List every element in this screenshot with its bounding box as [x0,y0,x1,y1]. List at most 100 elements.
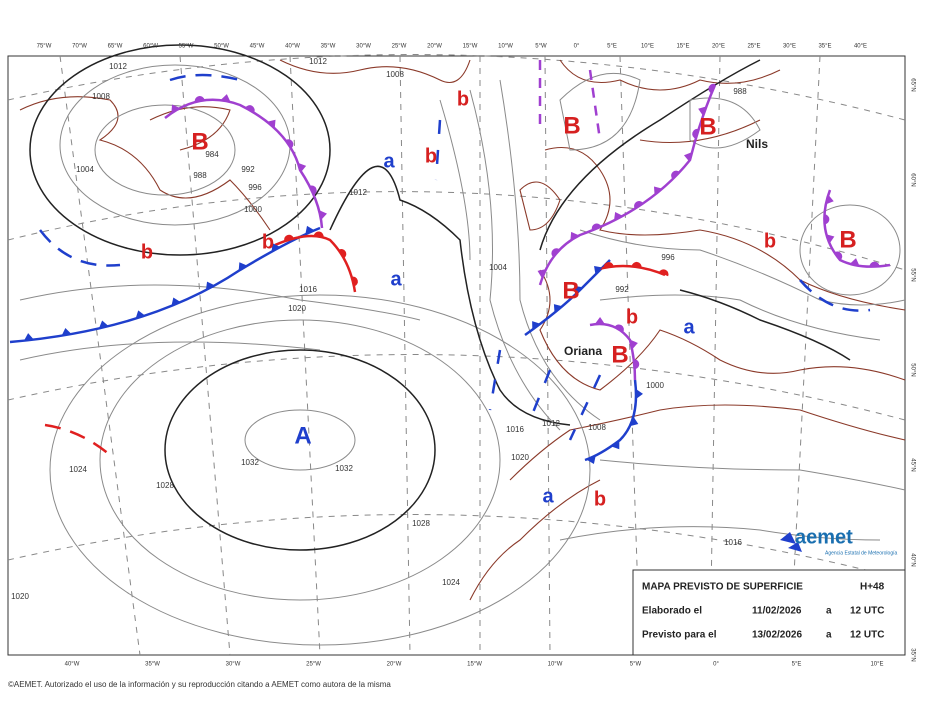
lon-label: 20°W [427,44,442,50]
lon-label: 5°W [535,44,547,50]
isobar-label: 1028 [412,519,430,528]
info-box: MAPA PREVISTO DE SUPERFICIE H+48 Elabora… [632,569,906,656]
front-symbol [23,333,34,341]
labels: 75°W 70°W 65°W 60°W 55°W 50°W 45°W 40°W 35°W 30°W… [11,44,915,668]
lon-label: 5°E [607,44,617,50]
fronts [9,60,891,465]
lon-label: 35°E [818,44,831,50]
front-symbol [171,297,181,306]
isobar-label: 1020 [288,304,306,313]
isobar-label: 1004 [489,263,507,272]
lon-label: 60°W [143,44,158,50]
lon-label: 50°W [214,44,229,50]
copyright: ©AEMET. Autorizado el uso de la informac… [8,680,391,689]
pressure-center: a [390,268,402,290]
front-symbol [285,139,294,149]
front-symbol [553,304,563,313]
front-symbol [537,269,546,279]
lon-label: 15°W [463,44,478,50]
lon-label: 25°W [392,44,407,50]
isobar-label: 1020 [511,453,529,462]
front-symbol [171,104,180,114]
pressure-center: b [457,88,469,110]
isobar-label: 1016 [724,538,742,547]
isobar-label: 1008 [92,92,110,101]
isobar-label: 984 [205,150,219,159]
meridians-parallels [7,54,906,656]
front-symbol [708,83,716,94]
front-symbol [313,231,324,238]
front-symbol [869,261,880,267]
front-symbol [633,359,640,370]
info-box-frame [632,569,906,656]
info-title: MAPA PREVISTO DE SUPERFICIE [642,582,803,593]
pressure-center: B [563,112,580,139]
front-symbol [603,262,614,268]
front-symbol [826,234,835,244]
pressure-center: b [141,241,153,263]
pressure-center: B [839,226,856,253]
info-cell: 12 UTC [850,630,884,641]
lon-label: 10°W [498,44,513,50]
lon-label: 20°E [712,44,725,50]
isobar-label: 1024 [442,578,460,587]
front-symbol [319,210,327,220]
front-symbol [614,212,623,221]
lat-label: 45°N [909,458,915,471]
map-frame [7,55,906,656]
isobar-label: 992 [615,285,629,294]
lat-label: 60°N [909,173,915,186]
front-symbol [309,185,317,196]
front-symbol [271,243,281,252]
lon-label: 15°W [467,662,482,668]
lon-label: 5°E [792,662,802,668]
front-symbol [351,276,358,287]
coastlines [19,59,906,601]
front-symbol [631,261,642,268]
lon-label: 0° [713,662,719,668]
lon-label: 10°E [870,662,883,668]
front-symbol [614,324,624,333]
isobar-label: 1000 [244,205,262,214]
front-symbol [594,317,605,325]
info-cell: 12 UTC [850,606,884,617]
isobar-label: 1028 [156,481,174,490]
isobar-label: 1020 [11,592,29,601]
front-symbol [551,248,560,258]
lon-label: 30°W [226,662,241,668]
front-symbol [594,266,603,275]
isobar-label: 992 [241,165,255,174]
pressure-center: b [262,231,274,253]
lon-label: 75°W [37,44,52,50]
logo-subtitle: Agencia Estatal de Meteorología [825,550,897,556]
isobar-label: 1012 [349,188,367,197]
front-symbol [245,105,255,113]
lon-label: 35°W [321,44,336,50]
front-symbol [305,225,315,235]
pressure-center: B [191,128,208,155]
front-symbol [298,162,307,173]
isobar-label: 988 [733,87,747,96]
front-symbol [61,327,72,336]
lon-label: 25°W [306,662,321,668]
isobar-label: 1000 [646,381,664,390]
front-symbol [849,258,860,267]
pressure-center: B [562,277,579,304]
pressure-center: b [594,488,606,510]
isobar-label: 996 [661,253,675,262]
info-cell: a [826,606,832,617]
front-symbol [238,262,248,271]
storm-name: Nils [746,137,768,151]
lon-label: 65°W [108,44,123,50]
isobar-label: 1032 [335,464,353,473]
front-symbol [98,320,109,329]
front-symbol [683,152,692,162]
isobar-label: 1004 [76,165,94,174]
front-symbol [591,223,602,231]
aemet-logo: aemet Agencia Estatal de Meteorología [780,526,897,556]
info-cell: Previsto para el [642,630,717,641]
logo-name: aemet [795,526,853,548]
lon-label: 25°E [747,44,760,50]
pressure-center: a [542,485,554,507]
